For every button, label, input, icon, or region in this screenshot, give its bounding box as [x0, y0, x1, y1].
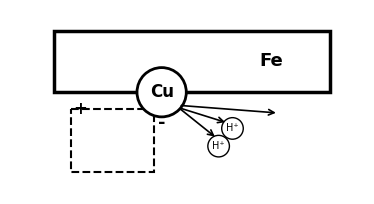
- Text: Fe: Fe: [259, 52, 283, 70]
- Bar: [54, 31, 329, 92]
- Circle shape: [208, 135, 229, 157]
- Circle shape: [137, 68, 186, 117]
- Text: -: -: [158, 114, 165, 132]
- Text: H⁺: H⁺: [212, 141, 225, 151]
- Bar: [71, 109, 154, 172]
- Text: Cu: Cu: [150, 83, 174, 101]
- Circle shape: [222, 118, 243, 139]
- Text: H⁺: H⁺: [226, 123, 239, 133]
- Text: +: +: [73, 100, 87, 118]
